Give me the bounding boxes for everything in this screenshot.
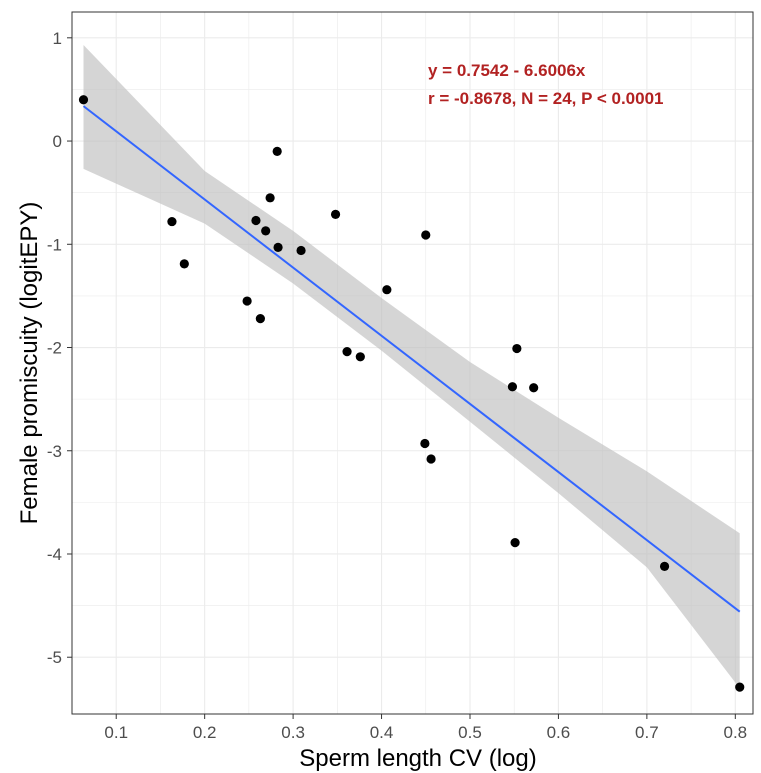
x-tick-label: 0.1 bbox=[104, 723, 128, 742]
data-point bbox=[659, 561, 670, 571]
data-point bbox=[512, 343, 522, 354]
x-tick-label: 0.4 bbox=[370, 723, 394, 742]
regression-line-path bbox=[82, 105, 741, 613]
data-point bbox=[255, 314, 265, 324]
data-point bbox=[242, 296, 252, 306]
y-tick-label: -3 bbox=[47, 442, 62, 461]
x-tick-label: 0.6 bbox=[547, 723, 571, 742]
x-tick-label: 0.8 bbox=[723, 723, 747, 742]
y-axis-ticks: -5 -4 -3 -2 -1 0 1 bbox=[47, 29, 72, 667]
data-point bbox=[355, 352, 365, 362]
panel-border bbox=[71, 11, 754, 715]
data-points bbox=[78, 95, 745, 692]
data-point bbox=[272, 146, 282, 156]
data-point bbox=[510, 538, 520, 548]
correlation-stats: r = -0.8678, N = 24, P < 0.0001 bbox=[428, 89, 664, 108]
data-point bbox=[296, 245, 306, 256]
x-tick-label: 0.5 bbox=[458, 723, 482, 742]
y-tick-label: 0 bbox=[53, 132, 62, 151]
data-point bbox=[265, 193, 275, 203]
data-point bbox=[251, 215, 261, 226]
confidence-band-area bbox=[83, 45, 740, 689]
x-tick-label: 0.2 bbox=[193, 723, 217, 742]
y-tick-label: 1 bbox=[53, 29, 62, 48]
data-point bbox=[735, 682, 745, 692]
confidence-band bbox=[83, 45, 740, 689]
y-tick-label: -1 bbox=[47, 235, 62, 254]
y-tick-label: -2 bbox=[47, 339, 62, 358]
data-point bbox=[261, 226, 271, 236]
x-tick-label: 0.3 bbox=[281, 723, 305, 742]
data-point bbox=[330, 209, 341, 219]
data-point bbox=[421, 230, 431, 240]
y-tick-label: -4 bbox=[47, 545, 62, 564]
data-point bbox=[382, 285, 392, 295]
data-point bbox=[420, 438, 430, 449]
data-point bbox=[167, 216, 177, 227]
data-point bbox=[78, 95, 89, 105]
y-axis-title: Female promiscuity (logitEPY) bbox=[16, 202, 43, 525]
x-axis-ticks: 0.1 0.2 0.3 0.4 0.5 0.6 0.7 0.8 bbox=[104, 714, 747, 742]
data-point bbox=[529, 383, 539, 393]
x-tick-label: 0.7 bbox=[635, 723, 659, 742]
data-point bbox=[273, 242, 283, 252]
data-point bbox=[426, 454, 436, 464]
data-point bbox=[179, 259, 189, 269]
regression-equation: y = 0.7542 - 6.6006x bbox=[428, 61, 586, 80]
data-point bbox=[342, 347, 352, 357]
data-point bbox=[507, 382, 518, 392]
y-tick-label: -5 bbox=[47, 648, 62, 667]
regression-line bbox=[82, 105, 741, 613]
x-axis-title: Sperm length CV (log) bbox=[299, 745, 536, 772]
